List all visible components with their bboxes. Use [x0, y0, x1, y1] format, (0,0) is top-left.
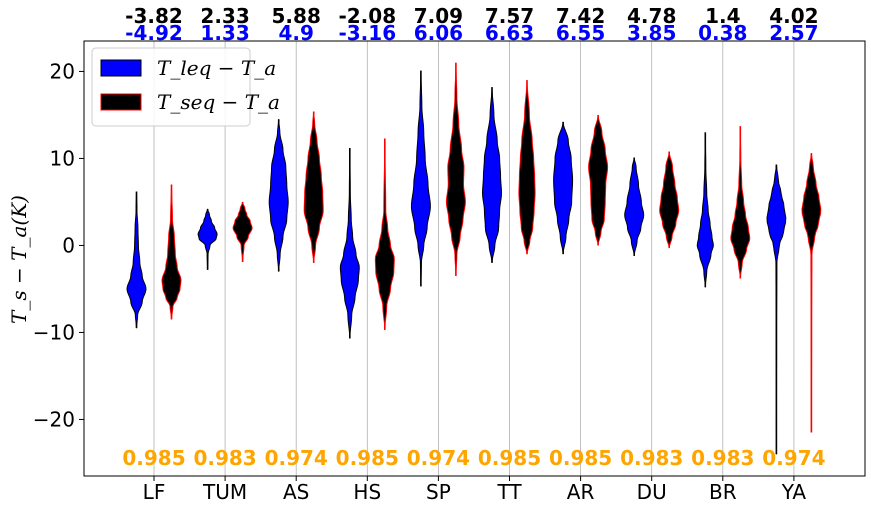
violin-body	[445, 62, 466, 276]
mean-label: 4.9	[278, 21, 313, 45]
mean-label: 7.42	[556, 4, 605, 28]
x-tick-label: LF	[143, 480, 166, 504]
mean-label: 2.57	[769, 21, 818, 45]
x-tick-label: HS	[353, 480, 381, 504]
score-label: 0.983	[193, 446, 256, 470]
violin-body	[410, 70, 431, 287]
violins	[126, 62, 822, 455]
mean-label: 7.09	[414, 4, 463, 28]
score-label: 0.974	[407, 446, 470, 470]
x-tick-label: BR	[709, 480, 737, 504]
score-label: 0.974	[762, 446, 825, 470]
mean-label: -3.82	[125, 4, 183, 28]
violin-body	[126, 191, 147, 329]
violin-body	[553, 121, 574, 255]
score-label: 0.985	[122, 446, 185, 470]
x-tick-label: AR	[567, 480, 595, 504]
annotations: -3.82 2.33 5.88 -2.08 7.09 7.57 7.42 4.78 1.4 4.0…	[122, 4, 825, 470]
violin-body	[659, 151, 680, 249]
mean-label: -2.08	[338, 4, 396, 28]
violin-body	[374, 138, 395, 330]
mean-label: -4.92	[125, 21, 183, 45]
x-tick-label: YA	[781, 480, 807, 504]
legend-label: T_seq − T_a	[157, 90, 280, 114]
mean-label: 5.88	[272, 4, 321, 28]
legend-swatch	[100, 93, 142, 111]
mean-label: 6.63	[485, 21, 534, 45]
legend-swatch	[100, 59, 142, 77]
mean-label: 1.4	[705, 4, 740, 28]
score-label: 0.985	[336, 446, 399, 470]
legend: T_leq − T_a T_seq − T_a	[91, 47, 280, 127]
score-label: 0.983	[620, 446, 683, 470]
violin-body	[801, 153, 822, 433]
y-tick-label: −20	[33, 407, 75, 431]
violin-body	[588, 114, 609, 246]
y-tick-label: 0	[62, 233, 75, 257]
score-label: 0.985	[478, 446, 541, 470]
mean-label: 2.33	[200, 4, 249, 28]
violin-body	[624, 157, 645, 256]
y-axis-label: T_s − T_a(K)	[7, 195, 31, 324]
mean-label: 4.02	[769, 4, 818, 28]
x-tick-label: TUM	[202, 480, 247, 504]
x-tick-label: DU	[637, 480, 667, 504]
violin-body	[481, 87, 503, 263]
x-tick-label: AS	[283, 480, 309, 504]
score-label: 0.985	[549, 446, 612, 470]
mean-label: 7.57	[485, 4, 534, 28]
violin-body	[197, 208, 218, 270]
mean-label: 6.55	[556, 21, 605, 45]
mean-label: 6.06	[414, 21, 463, 45]
violin-body	[766, 164, 787, 455]
score-label: 0.983	[691, 446, 754, 470]
y-tick-label: 10	[50, 146, 75, 170]
mean-label: 3.85	[627, 21, 676, 45]
y-tick-label: −10	[33, 320, 75, 344]
x-tick-label: SP	[426, 480, 451, 504]
score-label: 0.974	[265, 446, 328, 470]
x-tick-label: TT	[496, 480, 522, 504]
axes: −20 −10 0 10 20 LF TUM AS HS SP TT AR DU BR YA T_s − T_…	[7, 40, 866, 504]
mean-label: 0.38	[698, 21, 747, 45]
legend-label: T_leq − T_a	[157, 56, 276, 80]
violin-body	[232, 201, 253, 262]
mean-label: 1.33	[200, 21, 249, 45]
violin-body	[518, 80, 536, 255]
violin-body	[730, 126, 751, 279]
violin-body	[268, 119, 289, 272]
violin-body	[696, 132, 714, 288]
violin-body	[161, 184, 182, 320]
axes-frame	[83, 40, 866, 477]
violin-body	[339, 148, 360, 339]
mean-label: 4.78	[627, 4, 676, 28]
y-tick-label: 20	[50, 59, 75, 83]
mean-label: -3.16	[338, 21, 396, 45]
violin-body	[303, 111, 324, 263]
